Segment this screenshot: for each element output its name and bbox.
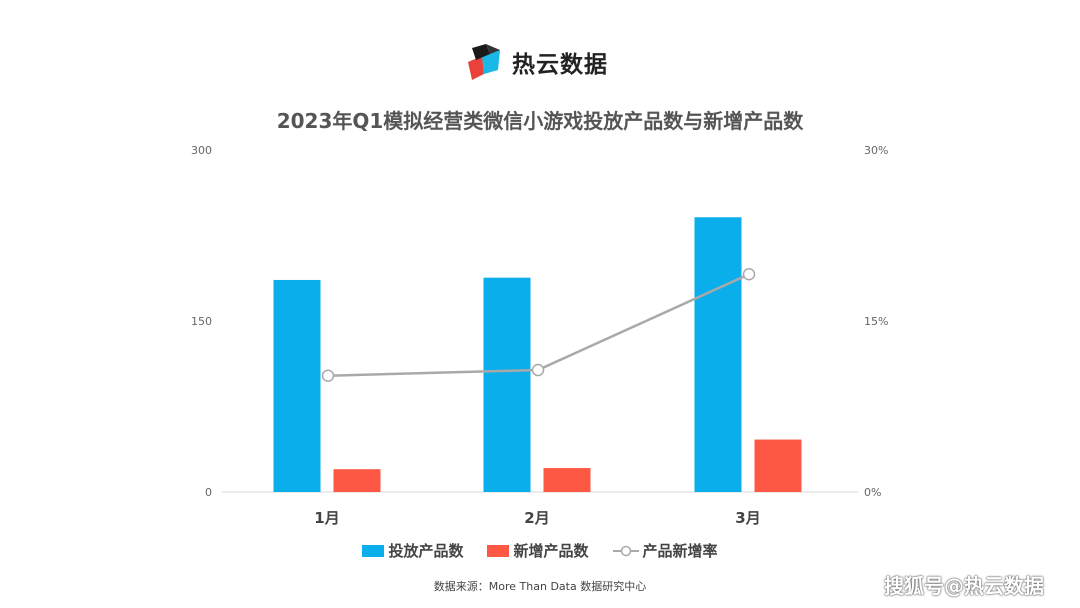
y-left-tick-label: 300 [191, 144, 212, 157]
bar-investment [483, 277, 531, 492]
line-rate-point [531, 363, 545, 377]
legend-label-investment: 投放产品数 [388, 542, 464, 560]
y-right-tick-label: 30% [864, 144, 888, 157]
x-tick-label: 2月 [524, 509, 549, 527]
legend-label-new: 新增产品数 [513, 542, 589, 560]
line-rate-point [742, 268, 756, 281]
legend-item-investment: 投放产品数 [362, 540, 463, 561]
line-rate-point [321, 369, 335, 382]
x-tick-label: 3月 [735, 509, 760, 527]
bar-new [754, 439, 802, 492]
brand-name: 热云数据 [512, 52, 608, 78]
brand-header: 热云数据 [460, 40, 630, 84]
legend-swatch-new [487, 544, 510, 557]
y-right-tick-label: 15% [864, 315, 888, 328]
line-rate [327, 273, 750, 377]
y-left-tick-label: 0 [205, 486, 212, 499]
bar-new [543, 468, 591, 492]
y-right-tick-label: 0% [864, 486, 881, 499]
cube-logo-icon [468, 44, 500, 80]
bar-investment [694, 217, 742, 492]
bar-investment [273, 279, 321, 492]
bar-new [333, 469, 381, 492]
legend-item-rate: 产品新增率 [612, 540, 718, 561]
x-tick-label: 1月 [314, 509, 339, 527]
legend-swatch-investment [362, 544, 385, 557]
chart-title: 2023年Q1模拟经营类微信小游戏投放产品数与新增产品数 [276, 109, 804, 133]
legend-label-rate: 产品新增率 [642, 542, 718, 560]
chart-legend: 投放产品数 新增产品数 产品新增率 [0, 540, 1080, 561]
y-left-tick-label: 150 [191, 315, 212, 328]
legend-line-marker-icon [612, 545, 639, 556]
legend-item-new: 新增产品数 [487, 540, 589, 561]
watermark: 搜狐号@热云数据 [884, 574, 1044, 598]
data-source-note: 数据来源：More Than Data 数据研究中心 [433, 580, 647, 593]
